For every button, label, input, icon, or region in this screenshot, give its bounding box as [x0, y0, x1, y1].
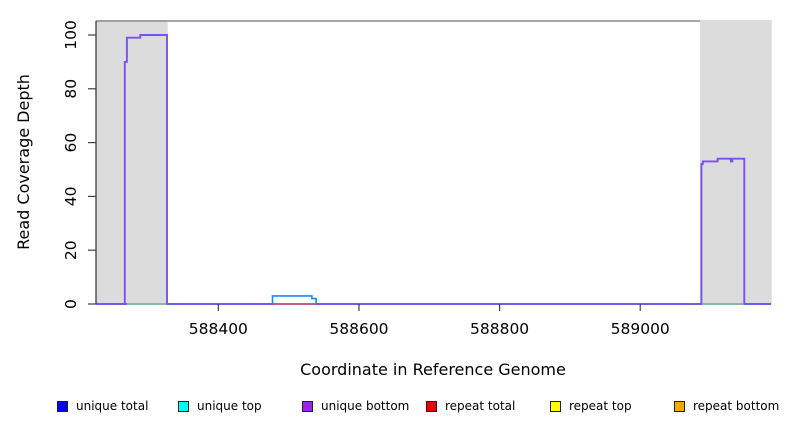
legend-label: unique top: [197, 399, 262, 413]
unique-total-swatch: [57, 400, 68, 412]
y-tick-label: 80: [62, 79, 80, 99]
legend-item-repeat-bottom: repeat bottom: [674, 397, 779, 415]
legend-item-unique-bottom: unique bottom: [302, 397, 409, 415]
unique-top-bump-blue: [271, 295, 317, 304]
y-tick-label: 40: [62, 187, 80, 207]
repeat-total-swatch: [426, 400, 437, 412]
y-tick-label: 20: [62, 240, 80, 260]
x-tick-label: 589000: [611, 320, 670, 338]
legend-label: unique bottom: [321, 399, 410, 413]
axes: [88, 21, 641, 311]
legend-label: repeat bottom: [693, 399, 780, 413]
unique-coverage-peaks-purple: [700, 157, 746, 304]
unique-coverage-peaks-purple: [123, 34, 168, 304]
legend: unique total unique top unique bottom re…: [0, 397, 792, 419]
legend-label: repeat total: [445, 399, 516, 413]
legend-label: unique total: [76, 399, 149, 413]
y-tick-label: 60: [62, 133, 80, 153]
y-axis-title: Read Coverage Depth: [14, 74, 33, 250]
unique-bottom-swatch: [302, 400, 313, 412]
repeat-bottom-swatch: [674, 400, 685, 412]
x-tick-label: 588800: [470, 320, 529, 338]
x-tick-label: 588400: [189, 320, 248, 338]
y-tick-label: 100: [62, 20, 80, 50]
x-tick-label: 588600: [329, 320, 388, 338]
highlight-regions: [96, 20, 772, 304]
legend-item-repeat-total: repeat total: [426, 397, 515, 415]
tick-labels: 588400 588600 588800 589000 0 20 40 60 80 100: [62, 20, 670, 338]
legend-item-unique-total: unique total: [57, 397, 148, 415]
left-highlight: [96, 20, 168, 304]
repeat-top-swatch: [550, 400, 561, 412]
x-axis-title: Coordinate in Reference Genome: [300, 360, 566, 379]
y-tick-label: 0: [62, 299, 80, 309]
coverage-series: [96, 34, 771, 305]
legend-item-repeat-top: repeat top: [550, 397, 632, 415]
legend-item-unique-top: unique top: [178, 397, 262, 415]
legend-label: repeat top: [569, 399, 632, 413]
unique-top-swatch: [178, 400, 189, 412]
